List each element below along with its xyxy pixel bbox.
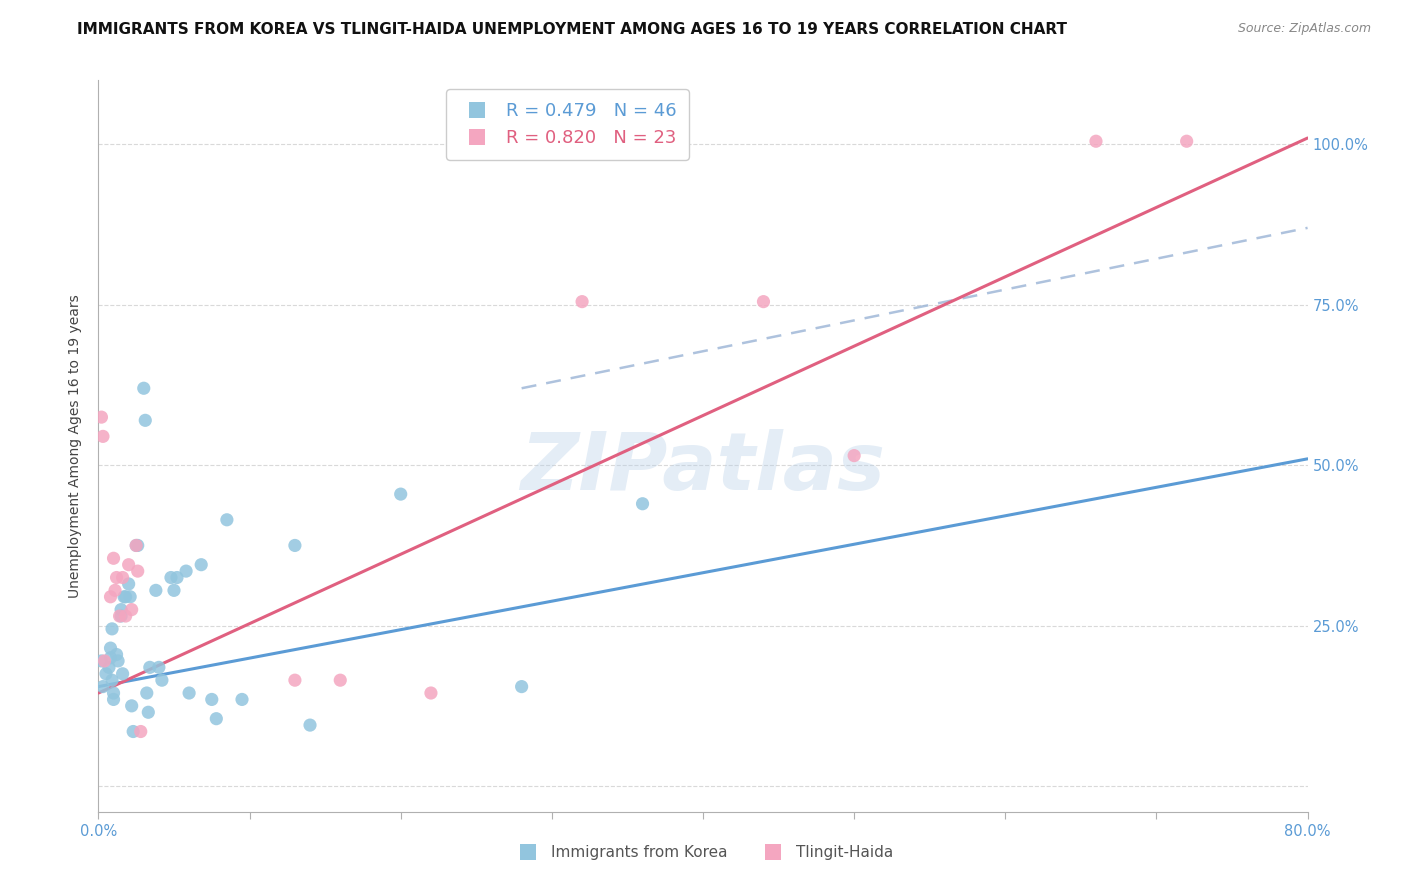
Text: Source: ZipAtlas.com: Source: ZipAtlas.com (1237, 22, 1371, 36)
Point (150, 673, 173, 688)
Point (129, 724, 152, 739)
Point (90, 410, 112, 425)
Point (125, 538, 148, 552)
Point (108, 609, 131, 624)
Point (127, 538, 149, 552)
Point (114, 609, 136, 624)
Point (174, 564, 197, 578)
Point (100, 650, 122, 665)
Point (111, 570, 134, 584)
Point (91, 680, 114, 694)
Point (166, 570, 188, 584)
Point (121, 698, 143, 713)
Point (179, 686, 201, 700)
Point (136, 706, 159, 720)
Point (91, 429, 114, 443)
Point (135, 686, 157, 700)
Point (103, 692, 125, 706)
Point (631, 497, 654, 511)
Point (1085, 134, 1108, 148)
Point (145, 583, 167, 598)
Point (127, 564, 149, 578)
Point (389, 487, 412, 501)
Point (122, 724, 145, 739)
Text: IMMIGRANTS FROM KOREA VS TLINGIT-HAIDA UNEMPLOYMENT AMONG AGES 16 TO 19 YEARS CO: IMMIGRANTS FROM KOREA VS TLINGIT-HAIDA U… (77, 22, 1067, 37)
Point (111, 666, 134, 681)
Point (284, 538, 307, 552)
Point (103, 551, 125, 566)
Point (201, 692, 224, 706)
Point (103, 686, 125, 700)
Point (844, 449, 866, 463)
Point (98, 660, 121, 674)
Point (104, 583, 127, 598)
Point (110, 602, 132, 616)
Point (571, 294, 593, 309)
Point (231, 692, 253, 706)
Point (118, 558, 141, 572)
Point (101, 622, 124, 636)
Point (1175, 134, 1198, 148)
Point (329, 673, 352, 688)
Point (420, 686, 443, 700)
Point (160, 570, 183, 584)
Legend: Immigrants from Korea, Tlingit-Haida: Immigrants from Korea, Tlingit-Haida (506, 839, 900, 866)
Point (134, 413, 156, 427)
Point (105, 570, 128, 584)
Point (112, 590, 135, 604)
Point (93, 654, 115, 668)
Point (107, 654, 129, 668)
Text: ZIPatlas: ZIPatlas (520, 429, 886, 507)
Point (190, 558, 212, 572)
Point (100, 590, 122, 604)
Point (100, 641, 122, 656)
Point (101, 673, 124, 688)
Point (510, 680, 533, 694)
Point (90, 654, 112, 668)
Point (121, 602, 143, 616)
Point (284, 673, 307, 688)
Point (94, 666, 117, 681)
Point (114, 590, 136, 604)
Point (139, 660, 162, 674)
Point (215, 513, 238, 527)
Point (163, 583, 186, 598)
Point (118, 577, 141, 591)
Point (110, 609, 132, 624)
Y-axis label: Unemployment Among Ages 16 to 19 years: Unemployment Among Ages 16 to 19 years (69, 294, 83, 598)
Point (299, 718, 322, 732)
Point (148, 660, 170, 674)
Point (205, 712, 228, 726)
Point (132, 381, 155, 395)
Point (752, 294, 775, 309)
Point (125, 538, 148, 552)
Point (105, 648, 128, 662)
Point (120, 590, 142, 604)
